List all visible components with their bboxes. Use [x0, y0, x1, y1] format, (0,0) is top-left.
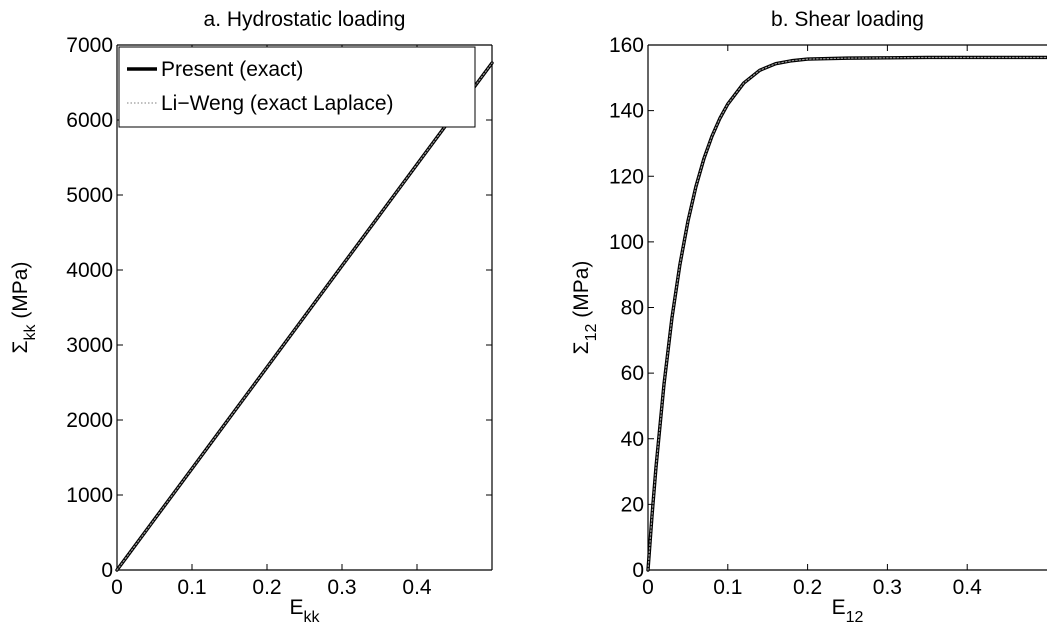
- x-tick-label: 0.4: [402, 576, 432, 599]
- legend-box: [118, 46, 476, 128]
- x-tick-label: 0.3: [873, 576, 902, 599]
- y-tick-label: 80: [621, 297, 644, 320]
- x-tick-label: 0.1: [713, 576, 742, 599]
- y-tick-label: 1000: [66, 484, 113, 507]
- y-axis-label-sub: kk: [22, 324, 39, 341]
- y-tick-label: 2000: [66, 409, 113, 432]
- y-tick-label: 120: [609, 165, 644, 188]
- legend-entry-label: Present (exact): [161, 58, 303, 81]
- y-tick-label: 6000: [66, 109, 113, 132]
- y-axis-label-unit: (MPa): [9, 262, 32, 325]
- panel-hydrostatic: a. Hydrostatic loading 0 0.1 0.2 0.3 0.4 0 1000…: [9, 8, 494, 626]
- y-axis-label-main: Σ: [570, 341, 593, 354]
- x-axis-label-main: E: [832, 596, 846, 619]
- x-axis-label-main: E: [289, 596, 303, 619]
- y-tick-label: 60: [621, 362, 644, 385]
- y-tick-label: 0: [101, 559, 113, 582]
- y-axis-label-unit: (MPa): [570, 261, 593, 324]
- y-tick-label: 0: [632, 559, 644, 582]
- y-tick-label: 140: [609, 100, 644, 123]
- series-line-li-weng: [647, 56, 1047, 571]
- x-tick-label: 0: [642, 576, 654, 599]
- x-tick-label: 0: [111, 576, 123, 599]
- x-tick-label: 0.1: [177, 576, 206, 599]
- x-axis-label: E12: [832, 596, 864, 626]
- y-tick-label: 7000: [66, 34, 113, 57]
- x-axis-label-sub: 12: [846, 609, 864, 626]
- y-axis-label: Σ12 (MPa): [570, 261, 600, 355]
- x-tick-label: 0.2: [252, 576, 281, 599]
- y-tick-label: 20: [621, 493, 644, 516]
- y-tick-label: 3000: [66, 334, 113, 357]
- x-axis-label-sub: kk: [304, 609, 321, 626]
- panel-shear: b. Shear loading 0 0.1 0.2 0.3 0.4 0 20 40 60 80 10…: [570, 8, 1047, 626]
- y-tick-label: 100: [609, 231, 644, 254]
- y-axis-label-sub: 12: [583, 324, 600, 342]
- x-tick-label: 0.4: [953, 576, 983, 599]
- chart-title: a. Hydrostatic loading: [204, 8, 406, 31]
- x-tick-label: 0.3: [327, 576, 356, 599]
- y-tick-label: 5000: [66, 184, 113, 207]
- x-axis-label: Ekk: [289, 596, 320, 626]
- y-tick-label: 40: [621, 428, 644, 451]
- y-axis-label-main: Σ: [9, 340, 32, 353]
- legend-entry-label: Li−Weng (exact Laplace): [161, 92, 394, 115]
- x-tick-label: 0.2: [793, 576, 822, 599]
- chart-title: b. Shear loading: [771, 8, 924, 31]
- series-line-li-weng: [116, 62, 493, 571]
- y-tick-label: 4000: [66, 259, 113, 282]
- legend: Present (exact) Li−Weng (exact Laplace): [118, 46, 476, 128]
- y-tick-label: 160: [609, 34, 644, 57]
- axes-box: [116, 44, 493, 571]
- y-axis-label: Σkk (MPa): [9, 262, 39, 354]
